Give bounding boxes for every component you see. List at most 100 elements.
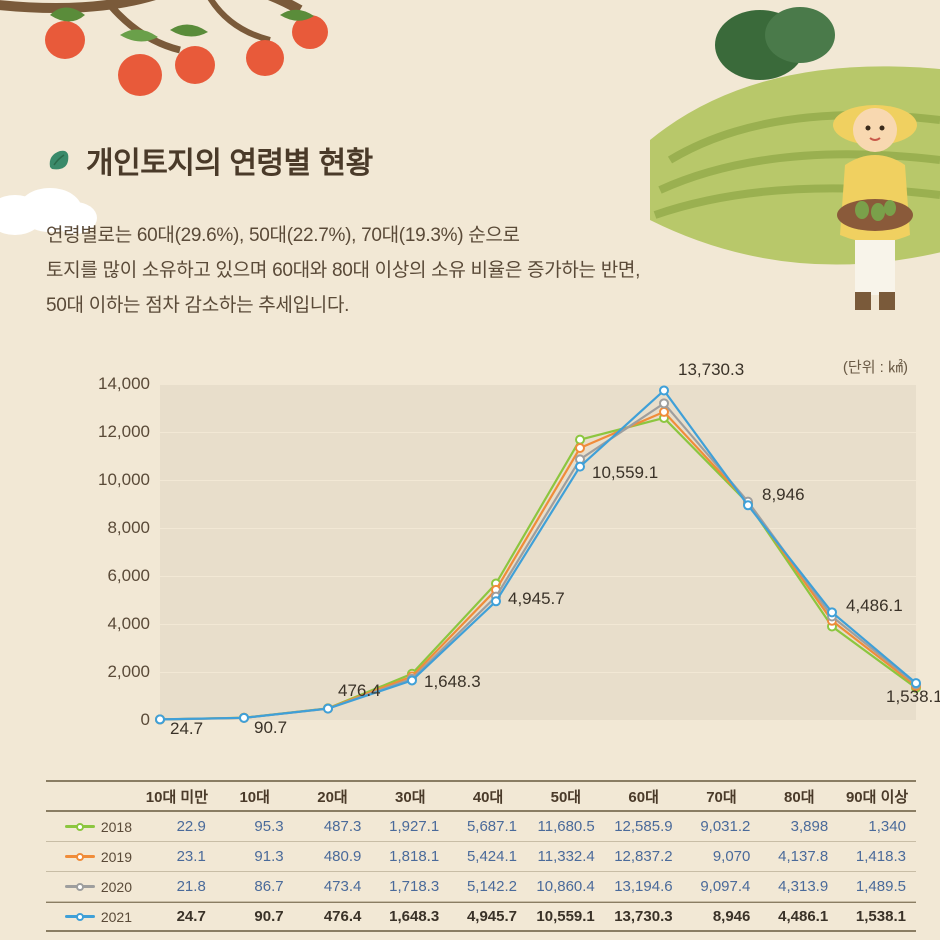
series-marker [660,386,668,394]
table-cell: 1,340 [838,818,916,835]
table-row: 201923.191.3480.91,818.15,424.111,332.41… [46,842,916,872]
series-marker [660,399,668,407]
table-column-header: 30대 [371,786,449,807]
table-cell: 1,648.3 [371,908,449,925]
table-cell: 95.3 [216,818,294,835]
series-marker [744,501,752,509]
table-cell: 9,097.4 [683,878,761,895]
legend-swatch [65,915,95,918]
y-axis-label: 14,000 [46,374,150,394]
table-cell: 473.4 [294,878,372,895]
table-cell: 12,585.9 [605,818,683,835]
y-axis-label: 0 [46,710,150,730]
table-cell: 5,142.2 [449,878,527,895]
chart-lines-svg [160,384,916,720]
table-column-header: 20대 [294,786,372,807]
table-column-header: 50대 [527,786,605,807]
table-row: 202021.886.7473.41,718.35,142.210,860.41… [46,872,916,902]
series-marker [576,463,584,471]
point-label: 8,946 [762,485,805,505]
table-column-header: 70대 [683,786,761,807]
y-axis-label: 4,000 [46,614,150,634]
y-axis-label: 8,000 [46,518,150,538]
table-cell: 86.7 [216,878,294,895]
table-cell: 5,424.1 [449,848,527,865]
table-cell: 487.3 [294,818,372,835]
series-marker [240,714,248,722]
table-cell: 9,031.2 [683,818,761,835]
table-cell: 1,538.1 [838,908,916,925]
legend-swatch [65,825,95,828]
point-label: 90.7 [254,718,287,738]
series-line [160,412,916,720]
series-marker [660,408,668,416]
legend-cell: 2021 [46,909,138,925]
legend-year: 2021 [101,909,132,925]
table-cell: 90.7 [216,908,294,925]
subtitle-block: 연령별로는 60대(29.6%), 50대(22.7%), 70대(19.3%)… [46,218,640,323]
legend-year: 2020 [101,879,132,895]
legend-cell: 2018 [46,819,138,835]
point-label: 1,538.1 [886,687,940,707]
table-cell: 10,860.4 [527,878,605,895]
series-marker [576,436,584,444]
field-farmer-illustration [640,0,940,320]
table-cell: 21.8 [138,878,216,895]
series-marker [828,608,836,616]
table-cell: 1,818.1 [371,848,449,865]
tree-branch-illustration [0,0,390,160]
table-cell: 8,946 [683,908,761,925]
legend-year: 2018 [101,819,132,835]
point-label: 4,945.7 [508,589,565,609]
table-row: 201822.995.3487.31,927.15,687.111,680.51… [46,812,916,842]
table-cell: 13,730.3 [605,908,683,925]
table-cell: 4,486.1 [760,908,838,925]
table-row: 202124.790.7476.41,648.34,945.710,559.11… [46,902,916,932]
table-cell: 4,945.7 [449,908,527,925]
y-axis-label: 2,000 [46,662,150,682]
table-column-header: 80대 [760,786,838,807]
table-cell: 13,194.6 [605,878,683,895]
legend-cell: 2020 [46,879,138,895]
series-line [160,403,916,719]
table-column-header: 10대 미만 [138,786,216,807]
point-label: 10,559.1 [592,463,658,483]
table-cell: 23.1 [138,848,216,865]
point-label: 4,486.1 [846,596,903,616]
table-column-header: 40대 [449,786,527,807]
table-column-header: 90대 이상 [838,786,916,807]
legend-cell: 2019 [46,849,138,865]
table-cell: 1,489.5 [838,878,916,895]
point-label: 24.7 [170,719,203,739]
series-line [160,390,916,719]
subtitle-line: 토지를 많이 소유하고 있으며 60대와 80대 이상의 소유 비율은 증가하는… [46,253,640,288]
table-cell: 9,070 [683,848,761,865]
legend-swatch [65,855,95,858]
table-cell: 4,137.8 [760,848,838,865]
y-axis-label: 6,000 [46,566,150,586]
table-cell: 22.9 [138,818,216,835]
table-column-header: 60대 [605,786,683,807]
table-cell: 1,418.3 [838,848,916,865]
table-cell: 480.9 [294,848,372,865]
table-cell: 1,718.3 [371,878,449,895]
series-marker [324,705,332,713]
table-cell: 10,559.1 [527,908,605,925]
table-cell: 3,898 [760,818,838,835]
table-cell: 5,687.1 [449,818,527,835]
legend-year: 2019 [101,849,132,865]
table-cell: 12,837.2 [605,848,683,865]
legend-swatch [65,885,95,888]
series-marker [408,676,416,684]
table-column-header: 10대 [216,786,294,807]
unit-label: (단위 : ㎢) [843,356,908,377]
table-cell: 11,332.4 [527,848,605,865]
table-cell: 4,313.9 [760,878,838,895]
table-cell: 1,927.1 [371,818,449,835]
series-marker [576,444,584,452]
table-header-row: 10대 미만10대20대30대40대50대60대70대80대90대 이상 [46,780,916,812]
point-label: 13,730.3 [678,360,744,380]
leaf-icon [46,147,72,173]
line-chart: 02,0004,0006,0008,00010,00012,00014,000 … [46,376,916,766]
point-label: 476.4 [338,681,381,701]
